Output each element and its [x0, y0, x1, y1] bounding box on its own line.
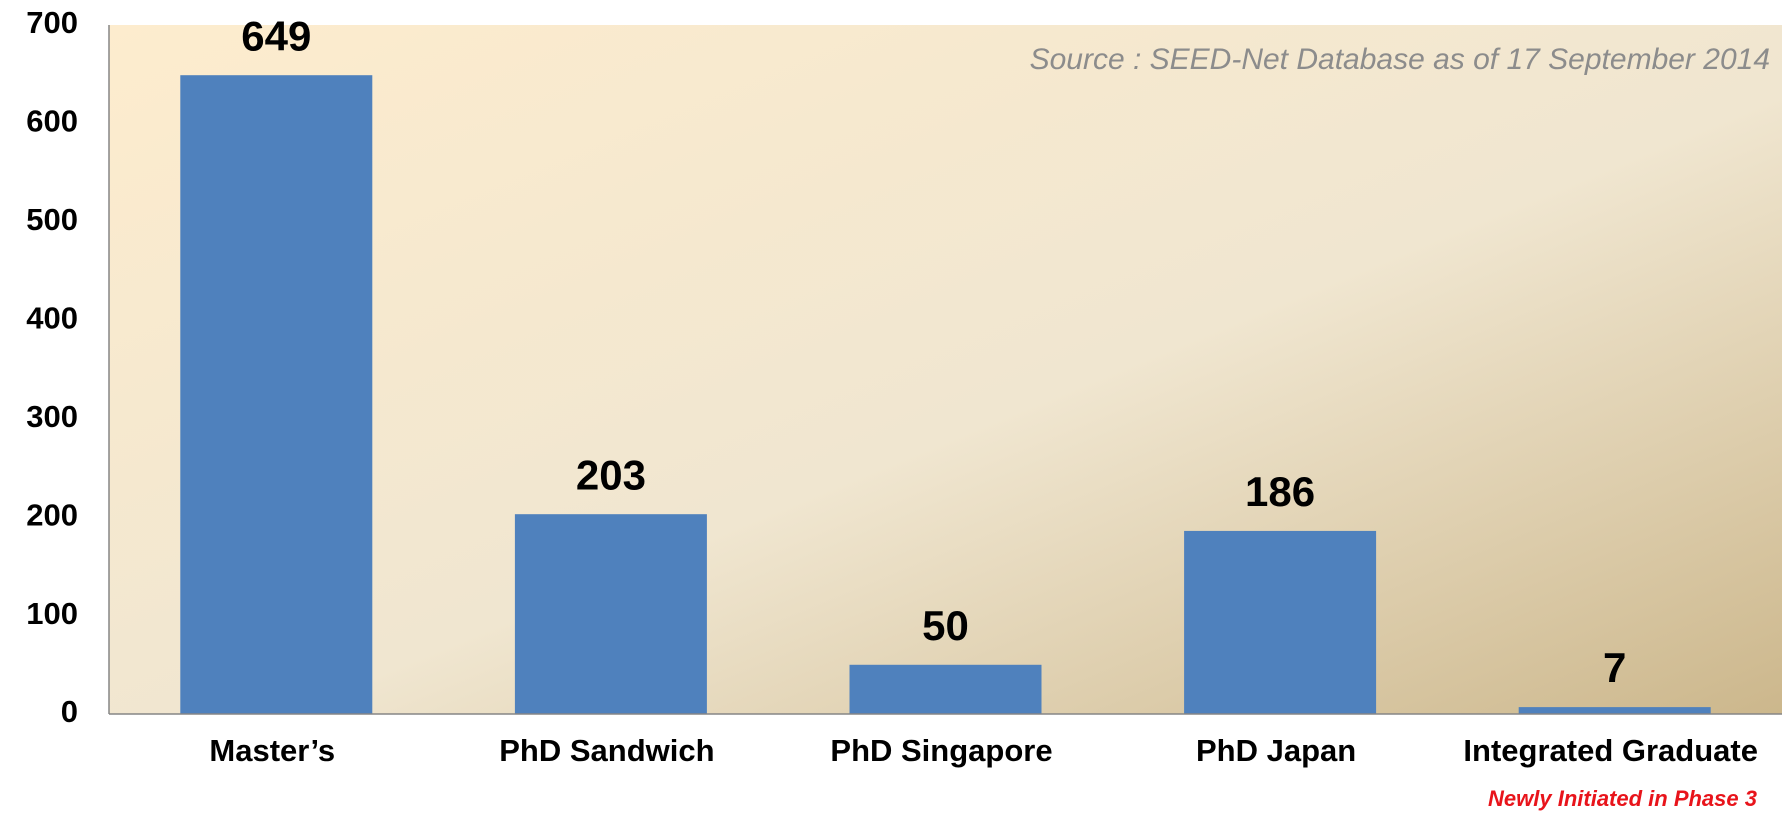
plot-background: [109, 25, 1782, 714]
x-tick-label: Integrated Graduate: [1463, 733, 1758, 768]
y-tick-label: 100: [26, 596, 78, 631]
bar: [180, 75, 373, 715]
value-label: 186: [1245, 468, 1315, 515]
value-label: 50: [922, 602, 969, 649]
bar: [849, 664, 1042, 714]
bar: [514, 514, 707, 714]
phase-note: Newly Initiated in Phase 3: [1488, 786, 1757, 811]
x-tick-label: PhD Singapore: [830, 733, 1052, 768]
x-tick-label: PhD Japan: [1196, 733, 1356, 768]
y-tick-label: 700: [26, 5, 78, 40]
value-label: 649: [241, 12, 311, 59]
bar: [1184, 530, 1377, 714]
value-label: 203: [576, 451, 646, 498]
bar: [1518, 707, 1711, 714]
x-tick-label: PhD Sandwich: [499, 733, 714, 768]
y-tick-label: 0: [61, 694, 78, 729]
value-label: 7: [1603, 644, 1626, 691]
y-tick-label: 600: [26, 104, 78, 139]
y-tick-label: 300: [26, 399, 78, 434]
x-tick-label: Master’s: [209, 733, 335, 768]
y-tick-label: 400: [26, 300, 78, 335]
y-tick-label: 200: [26, 497, 78, 532]
source-note: Source : SEED-Net Database as of 17 Sept…: [1030, 43, 1770, 76]
y-tick-label: 500: [26, 202, 78, 237]
